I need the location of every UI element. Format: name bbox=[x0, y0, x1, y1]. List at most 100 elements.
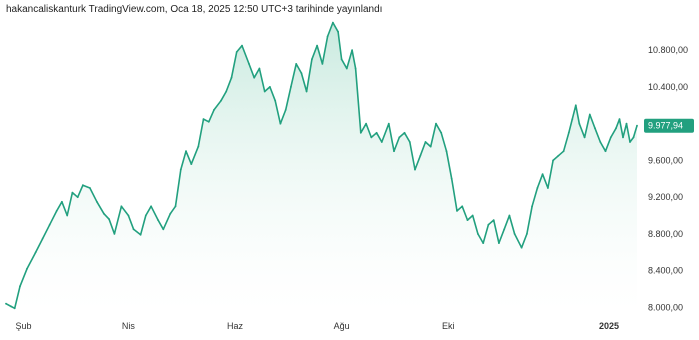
price-point-47 bbox=[279, 122, 282, 125]
price-point-2 bbox=[13, 307, 16, 310]
price-point-25 bbox=[157, 219, 160, 222]
price-point-22 bbox=[139, 233, 142, 236]
price-point-91 bbox=[508, 214, 511, 217]
price-point-95 bbox=[531, 205, 533, 208]
price-point-19 bbox=[120, 205, 123, 208]
price-point-31 bbox=[190, 163, 193, 166]
y-tick-label: 10.800,00 bbox=[648, 45, 688, 55]
price-point-12 bbox=[76, 196, 79, 199]
price-point-1 bbox=[10, 305, 13, 308]
price-point-94 bbox=[526, 233, 528, 235]
price-point-84 bbox=[471, 214, 474, 217]
price-point-27 bbox=[169, 212, 172, 215]
price-point-21 bbox=[132, 228, 135, 231]
price-area-fill bbox=[6, 22, 637, 312]
price-point-50 bbox=[295, 63, 298, 65]
price-point-109 bbox=[599, 141, 602, 143]
price-point-57 bbox=[332, 21, 334, 24]
x-tick-label: Nis bbox=[122, 321, 135, 331]
price-point-105 bbox=[578, 122, 581, 125]
y-tick-label: 8.000,00 bbox=[648, 302, 683, 312]
price-point-87 bbox=[487, 223, 490, 226]
price-point-90 bbox=[503, 228, 506, 231]
price-point-35 bbox=[213, 109, 215, 111]
y-tick-label: 9.600,00 bbox=[648, 155, 683, 165]
price-point-108 bbox=[594, 127, 596, 130]
price-point-34 bbox=[207, 120, 210, 123]
price-point-5 bbox=[34, 251, 37, 254]
x-axis: Şub Nis Haz Ağu Eki 2025 bbox=[15, 321, 619, 331]
price-point-44 bbox=[263, 90, 266, 93]
price-point-52 bbox=[305, 90, 308, 93]
price-point-16 bbox=[103, 212, 105, 215]
price-point-101 bbox=[562, 150, 565, 153]
x-tick-label: Şub bbox=[15, 321, 31, 331]
price-point-103 bbox=[571, 118, 574, 120]
price-point-41 bbox=[248, 63, 250, 65]
x-tick-label: 2025 bbox=[599, 321, 619, 331]
price-point-62 bbox=[354, 67, 357, 70]
price-point-45 bbox=[269, 86, 271, 88]
price-point-11 bbox=[71, 191, 74, 194]
price-point-49 bbox=[290, 86, 292, 88]
price-point-43 bbox=[258, 67, 261, 70]
price-point-112 bbox=[615, 127, 617, 130]
y-tick-label: 8.800,00 bbox=[648, 229, 683, 239]
price-point-79 bbox=[445, 150, 448, 153]
price-point-20 bbox=[127, 214, 130, 217]
price-point-64 bbox=[365, 122, 367, 125]
price-point-9 bbox=[61, 200, 63, 203]
price-point-30 bbox=[185, 150, 187, 153]
price-point-8 bbox=[55, 210, 58, 212]
price-point-92 bbox=[513, 233, 516, 235]
price-point-42 bbox=[253, 76, 256, 79]
price-point-76 bbox=[429, 145, 432, 148]
y-tick-label: 10.400,00 bbox=[648, 82, 688, 92]
chart-attribution: hakancaliskanturk TradingView.com, Oca 1… bbox=[6, 4, 383, 15]
price-point-24 bbox=[150, 205, 153, 208]
price-point-115 bbox=[625, 122, 628, 125]
price-point-55 bbox=[321, 63, 324, 65]
price-point-18 bbox=[113, 233, 116, 235]
price-point-106 bbox=[583, 136, 586, 139]
price-point-33 bbox=[202, 118, 205, 120]
price-point-32 bbox=[197, 145, 200, 148]
y-tick-label: 8.400,00 bbox=[648, 266, 683, 276]
price-point-116 bbox=[629, 141, 631, 143]
price-point-78 bbox=[440, 131, 443, 134]
price-point-10 bbox=[66, 214, 69, 217]
y-tick-label: 9.200,00 bbox=[648, 192, 683, 202]
price-point-0 bbox=[5, 302, 7, 305]
price-point-97 bbox=[541, 173, 544, 176]
price-point-69 bbox=[393, 150, 395, 153]
price-point-71 bbox=[403, 131, 406, 134]
x-tick-label: Ağu bbox=[334, 321, 350, 331]
price-point-56 bbox=[326, 35, 329, 38]
price-point-39 bbox=[235, 51, 238, 53]
y-axis: 10.800,00 10.400,00 9.600,00 9.200,00 8.800,… bbox=[648, 45, 688, 312]
price-point-37 bbox=[225, 90, 228, 93]
price-point-17 bbox=[108, 218, 110, 221]
price-point-72 bbox=[408, 141, 411, 143]
price-point-114 bbox=[622, 136, 624, 139]
price-point-80 bbox=[450, 177, 453, 180]
price-point-54 bbox=[316, 44, 318, 47]
price-point-40 bbox=[241, 44, 243, 47]
price-point-75 bbox=[424, 141, 427, 143]
price-point-113 bbox=[618, 118, 621, 120]
price-point-104 bbox=[574, 104, 577, 107]
price-point-63 bbox=[359, 131, 362, 134]
price-point-67 bbox=[380, 141, 383, 143]
price-point-98 bbox=[547, 187, 549, 189]
x-tick-label: Haz bbox=[227, 321, 244, 331]
price-point-99 bbox=[552, 159, 554, 162]
price-point-70 bbox=[398, 136, 401, 139]
price-point-73 bbox=[414, 168, 416, 171]
price-point-88 bbox=[492, 219, 495, 222]
price-point-59 bbox=[340, 58, 343, 61]
price-points bbox=[5, 21, 638, 310]
price-point-110 bbox=[604, 150, 607, 153]
price-point-68 bbox=[387, 122, 390, 125]
price-point-93 bbox=[520, 246, 523, 249]
